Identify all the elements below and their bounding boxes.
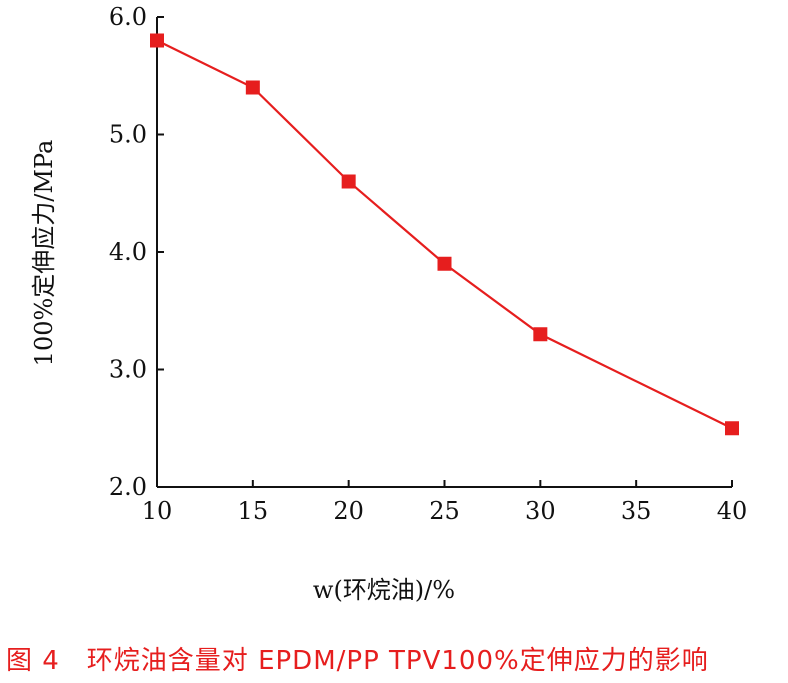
axes bbox=[156, 17, 732, 488]
y-tick-label: 5.0 bbox=[109, 121, 147, 149]
y-tick-label: 4.0 bbox=[109, 238, 147, 266]
x-tick-label: 35 bbox=[621, 497, 652, 525]
x-tick-label: 40 bbox=[717, 497, 748, 525]
y-tick-label: 2.0 bbox=[109, 473, 147, 501]
data-point-marker bbox=[245, 80, 260, 95]
figure-caption: 图 4 环烷油含量对 EPDM/PP TPV100%定伸应力的影响 bbox=[6, 646, 709, 676]
x-tick-label: 30 bbox=[525, 497, 556, 525]
data-point-marker bbox=[150, 33, 164, 48]
series bbox=[150, 33, 739, 436]
data-point-marker bbox=[341, 174, 356, 189]
y-tick-label: 6.0 bbox=[109, 3, 147, 31]
ticks: 10 15 20 25 30 35 40 2.0 3.0 4.0 5.0 6.0 bbox=[109, 3, 747, 525]
y-tick-label: 3.0 bbox=[109, 356, 147, 384]
data-point-marker bbox=[533, 327, 548, 342]
series-line bbox=[156, 39, 733, 430]
x-axis-label: w(环烷油)/% bbox=[313, 576, 455, 604]
line-chart: 10 15 20 25 30 35 40 2.0 3.0 4.0 5.0 6.0 w(环烷油)/% 1… bbox=[30, 3, 747, 604]
x-tick-label: 20 bbox=[333, 497, 364, 525]
x-tick-label: 10 bbox=[142, 497, 173, 525]
y-axis-label: 100%定伸应力/MPa bbox=[30, 140, 58, 367]
x-tick-label: 25 bbox=[429, 497, 460, 525]
data-point-marker bbox=[437, 256, 452, 271]
data-point-marker bbox=[725, 421, 739, 436]
x-tick-label: 15 bbox=[238, 497, 269, 525]
